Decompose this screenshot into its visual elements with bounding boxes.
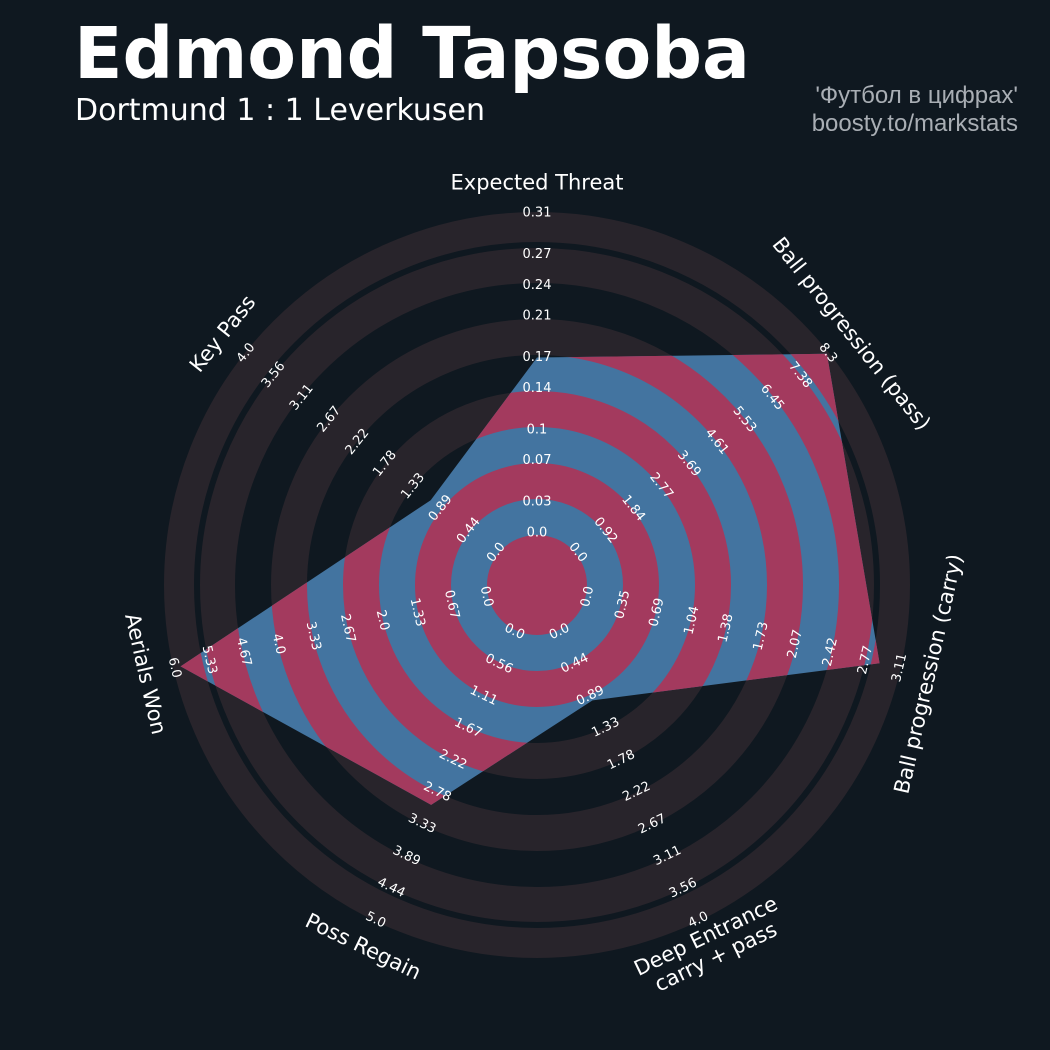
tick-label: 1.33	[407, 597, 428, 629]
tick-label: 3.11	[889, 652, 910, 684]
tick-label: 0.31	[523, 206, 552, 221]
tick-label: 1.38	[716, 612, 737, 644]
tick-label: 0.27	[523, 247, 552, 262]
tick-label: 2.77	[855, 644, 876, 676]
tick-label: 0.69	[646, 597, 667, 629]
tick-label: 1.04	[681, 605, 702, 637]
tick-label: 3.33	[303, 620, 324, 652]
tick-label: 2.67	[337, 612, 358, 644]
tick-label: 5.33	[199, 644, 220, 676]
tick-label: 6.0	[165, 656, 184, 680]
tick-label: 0.1	[527, 422, 548, 437]
tick-label: 2.0	[373, 609, 392, 633]
tick-label: 2.07	[785, 628, 806, 660]
tick-label: 0.17	[523, 350, 552, 365]
chart-title: Edmond Tapsoba	[74, 12, 750, 95]
tick-label: 0.67	[441, 589, 462, 621]
tick-label: 0.21	[523, 309, 552, 324]
axis-label: Expected Threat	[450, 170, 624, 195]
credit: boosty.to/markstats	[811, 110, 1018, 137]
tick-label: 4.67	[233, 636, 254, 668]
chart-subtitle: Dortmund 1 : 1 Leverkusen	[75, 93, 486, 128]
tick-label: 0.24	[523, 278, 552, 293]
tick-label: 0.0	[578, 585, 597, 609]
tick-label: 2.42	[820, 636, 841, 668]
tick-label: 0.14	[523, 381, 552, 396]
ring	[164, 212, 910, 958]
tick-label: 0.07	[523, 453, 552, 468]
tick-label: 0.0	[477, 585, 496, 609]
tick-label: 4.0	[269, 632, 288, 656]
tick-label: 1.73	[751, 620, 772, 652]
radar-ring	[415, 463, 659, 707]
radar-ring	[487, 535, 587, 635]
tick-label: 0.03	[523, 495, 552, 510]
credit: 'Футбол в цифрах'	[815, 82, 1018, 109]
tick-label: 0.0	[527, 526, 548, 541]
tick-label: 0.35	[612, 589, 633, 621]
